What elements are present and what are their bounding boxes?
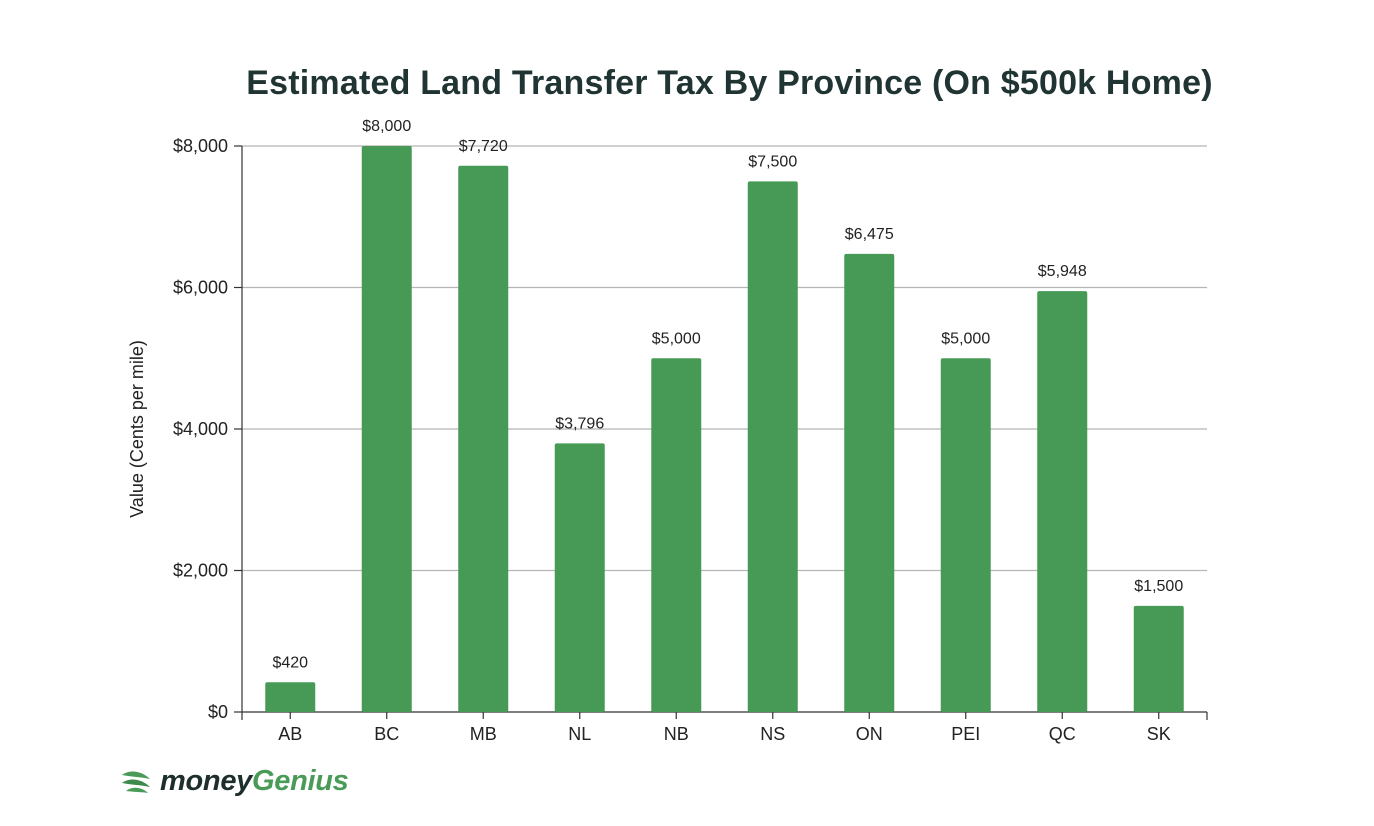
data-label: $420: [272, 654, 308, 671]
x-tick-label: NB: [664, 724, 689, 744]
logo-wordmark: moneyGenius: [160, 764, 349, 798]
y-tick-label: $2,000: [173, 561, 228, 581]
bar-sk: [1133, 605, 1184, 712]
y-tick-label: $4,000: [173, 419, 228, 439]
moneygenius-logo: moneyGenius: [120, 763, 349, 799]
x-tick-label: NS: [760, 724, 785, 744]
x-tick-label: BC: [374, 724, 399, 744]
data-label: $5,948: [1038, 263, 1087, 280]
logo-text-genius: Genius: [251, 764, 349, 797]
bar-nl: [554, 443, 605, 712]
bar-ns: [747, 181, 798, 712]
chart-title: Estimated Land Transfer Tax By Province …: [246, 64, 1213, 102]
x-tick-label: PEI: [951, 724, 980, 744]
x-tick-label: SK: [1147, 724, 1171, 744]
data-label: $1,500: [1134, 578, 1183, 595]
y-axis-title: Value (Cents per mile): [127, 340, 147, 518]
data-label: $7,720: [459, 138, 508, 155]
bar-ab: [265, 682, 316, 712]
axes: $0 $2,000 $4,000 $6,000 $8,000 AB BC MB NL NB NS ON…: [173, 136, 1208, 744]
data-labels: $420 $8,000 $7,720 $3,796 $5,000 $7,500 $6,475…: [272, 118, 1183, 671]
x-tick-label: NL: [568, 724, 591, 744]
leaf-icon: [122, 771, 150, 793]
bar-pei: [940, 358, 991, 712]
data-label: $6,475: [845, 226, 894, 243]
bar-mb: [458, 165, 509, 712]
data-label: $7,500: [748, 153, 797, 170]
bar-qc: [1037, 291, 1088, 712]
x-tick-label: ON: [856, 724, 883, 744]
bar-on: [844, 253, 895, 713]
bars: [265, 146, 1184, 713]
bar-bc: [361, 146, 412, 712]
bar-nb: [651, 358, 702, 712]
data-label: $3,796: [555, 415, 604, 432]
y-tick-label: $8,000: [173, 136, 228, 156]
data-label: $8,000: [362, 118, 411, 135]
data-label: $5,000: [652, 330, 701, 347]
y-tick-label: $0: [208, 702, 228, 722]
x-tick-label: AB: [278, 724, 302, 744]
data-label: $5,000: [941, 330, 990, 347]
x-tick-label: MB: [470, 724, 497, 744]
logo-text-money: money: [160, 764, 252, 797]
x-tick-label: QC: [1049, 724, 1076, 744]
y-tick-label: $6,000: [173, 278, 228, 298]
